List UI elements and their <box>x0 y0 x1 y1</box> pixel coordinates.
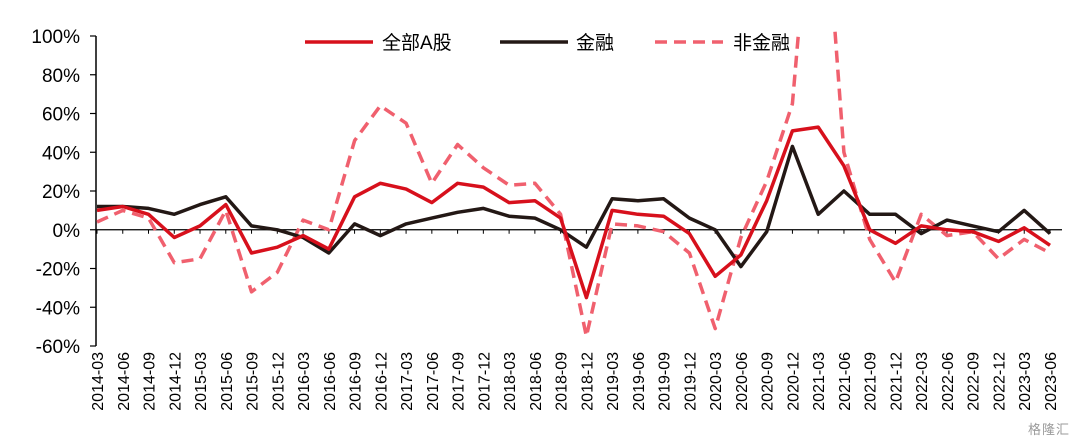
x-tick-label: 2021-06 <box>837 352 854 411</box>
x-tick-label: 2017-03 <box>399 352 416 411</box>
legend-label-0: 全部A股 <box>382 32 452 54</box>
x-tick-label: 2014-09 <box>142 352 159 411</box>
x-tick-label: 2021-09 <box>863 352 880 411</box>
y-tick-label: 20% <box>42 182 80 203</box>
x-tick-label: 2019-12 <box>682 352 699 411</box>
x-tick-label: 2021-12 <box>888 352 905 411</box>
y-tick-label: 0% <box>53 221 81 242</box>
x-tick-label: 2014-03 <box>90 352 107 411</box>
x-tick-label: 2020-03 <box>708 352 725 411</box>
y-tick-label: -60% <box>36 337 80 358</box>
x-tick-label: 2020-12 <box>785 352 802 411</box>
x-tick-label: 2018-12 <box>579 352 596 411</box>
x-tick-label: 2017-09 <box>451 352 468 411</box>
x-tick-label: 2016-12 <box>373 352 390 411</box>
x-tick-label: 2021-03 <box>811 352 828 411</box>
series-line-2 <box>96 30 1051 339</box>
y-tick-label: 60% <box>42 105 80 126</box>
x-tick-label: 2022-06 <box>940 352 957 411</box>
y-tick-label: 40% <box>42 143 80 164</box>
y-tick-label: 80% <box>42 66 80 87</box>
x-tick-label: 2019-09 <box>657 352 674 411</box>
x-tick-label: 2015-09 <box>245 352 262 411</box>
y-tick-label: -40% <box>36 298 80 319</box>
x-tick-label: 2017-06 <box>425 352 442 411</box>
x-tick-label: 2020-09 <box>760 352 777 411</box>
x-tick-label: 2017-12 <box>476 352 493 411</box>
legend-label-2: 非金融 <box>733 32 790 54</box>
x-tick-label: 2016-06 <box>322 352 339 411</box>
series-lines <box>96 30 1052 339</box>
watermark: 格隆汇 <box>1027 422 1070 437</box>
x-tick-label: 2018-03 <box>502 352 519 411</box>
series-line-0 <box>96 125 1051 300</box>
x-tick-label: 2018-06 <box>528 352 545 411</box>
x-tick-label: 2016-03 <box>296 352 313 411</box>
x-tick-label: 2014-06 <box>116 352 133 411</box>
legend: 全部A股 金融 非金融 <box>305 32 790 54</box>
y-axis: -60% -40% -20% 0% 20% 40% 60% 80% 100% <box>31 27 97 358</box>
x-tick-label: 2019-03 <box>605 352 622 411</box>
x-tick-label: 2014-12 <box>167 352 184 411</box>
x-tick-label: 2016-09 <box>348 352 365 411</box>
x-tick-label: 2022-03 <box>914 352 931 411</box>
legend-label-1: 金融 <box>576 32 614 54</box>
y-tick-label: 100% <box>31 27 80 48</box>
x-tick-label: 2022-12 <box>991 352 1008 411</box>
x-tick-label: 2022-09 <box>966 352 983 411</box>
x-tick-label: 2019-06 <box>631 352 648 411</box>
x-tick-label: 2015-03 <box>193 352 210 411</box>
y-tick-label: -20% <box>36 260 80 281</box>
x-tick-label: 2023-03 <box>1017 352 1034 411</box>
x-tick-label: 2023-06 <box>1043 352 1060 411</box>
x-tick-label: 2015-12 <box>270 352 287 411</box>
x-tick-label: 2018-09 <box>554 352 571 411</box>
x-tick-label: 2015-06 <box>219 352 236 411</box>
x-tick-label: 2020-06 <box>734 352 751 411</box>
series-line-1 <box>97 144 1052 269</box>
x-axis: 2014-03 2014-06 2014-09 2014-12 2015-03 2015-… <box>90 229 1062 411</box>
